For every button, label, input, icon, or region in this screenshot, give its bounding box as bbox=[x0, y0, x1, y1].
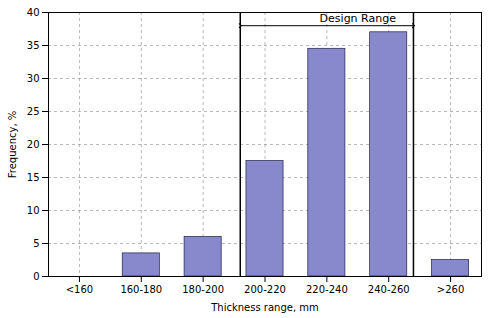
svg-text:35: 35 bbox=[27, 40, 40, 51]
svg-text:40: 40 bbox=[27, 7, 40, 18]
svg-text:15: 15 bbox=[27, 172, 40, 183]
svg-text:220-240: 220-240 bbox=[306, 284, 348, 295]
svg-text:10: 10 bbox=[27, 205, 40, 216]
svg-text:Thickness range, mm: Thickness range, mm bbox=[210, 302, 319, 313]
svg-text:Frequency, %: Frequency, % bbox=[7, 111, 18, 179]
svg-text:180-200: 180-200 bbox=[182, 284, 224, 295]
svg-text:30: 30 bbox=[27, 73, 40, 84]
svg-text:25: 25 bbox=[27, 106, 40, 117]
svg-text:Design Range: Design Range bbox=[320, 12, 397, 25]
svg-text:5: 5 bbox=[33, 238, 39, 249]
svg-text:<160: <160 bbox=[66, 284, 93, 295]
svg-text:>260: >260 bbox=[437, 284, 464, 295]
svg-text:20: 20 bbox=[27, 139, 40, 150]
svg-text:240-260: 240-260 bbox=[368, 284, 410, 295]
svg-text:160-180: 160-180 bbox=[120, 284, 162, 295]
svg-text:0: 0 bbox=[33, 271, 39, 282]
svg-text:200-220: 200-220 bbox=[244, 284, 286, 295]
